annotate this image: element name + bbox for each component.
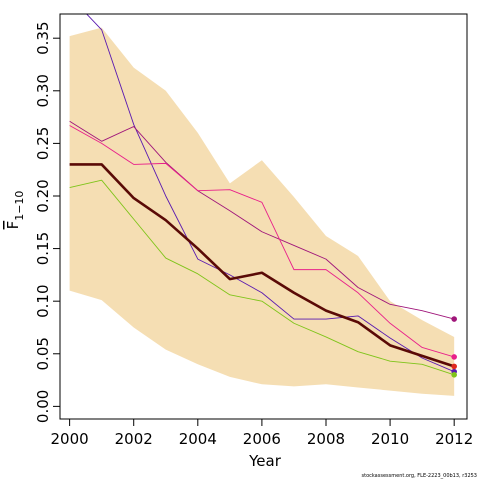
- x-tick-label: 2002: [115, 430, 153, 448]
- y-tick-label: 0.00: [34, 390, 52, 423]
- x-axis-title: Year: [248, 452, 282, 470]
- series-end-point-4: [451, 372, 457, 378]
- y-tick-label: 0.25: [34, 127, 52, 160]
- y-tick-label: 0.10: [34, 284, 52, 317]
- x-tick-label: 2004: [179, 430, 217, 448]
- series-line-5: [69, 163, 455, 368]
- confidence-band: [69, 27, 455, 396]
- y-tick-label: 0.15: [34, 232, 52, 265]
- y-tick-label: 0.05: [34, 337, 52, 370]
- x-tick-label: 2012: [435, 430, 473, 448]
- series-line-1: [86, 14, 455, 373]
- series-end-point-2: [451, 316, 457, 322]
- confidence-band-layer: [69, 27, 455, 396]
- y-tick-label: 0.20: [34, 179, 52, 212]
- series-line-4: [69, 179, 455, 376]
- y-axis-title: F1−10: [4, 191, 26, 230]
- end-marker-layer: [451, 316, 457, 378]
- x-tick-label: 2000: [51, 430, 89, 448]
- y-axis-title-main: F: [4, 221, 22, 230]
- svg-text:F1−10: F1−10: [4, 191, 26, 230]
- y-axis-title-subscript: 1−10: [13, 191, 26, 221]
- series-line-2: [69, 120, 455, 320]
- x-tick-label: 2006: [243, 430, 281, 448]
- series-end-point-5: [451, 363, 457, 370]
- series-line-3: [69, 125, 455, 358]
- plot-frame: [59, 13, 468, 420]
- x-tick-label: 2008: [307, 430, 345, 448]
- y-tick-label: 0.30: [34, 74, 52, 107]
- x-axis: 2000 2002 2004 2006 2008 2010 2012: [51, 419, 473, 448]
- y-axis: 0.00 0.05 0.10 0.15 0.20 0.25 0.30 0.35: [34, 21, 60, 423]
- footnote: stockassessment.org, FLE-2223_00b13, r32…: [362, 473, 478, 479]
- series-end-point-3: [451, 354, 457, 360]
- series-layer: [69, 14, 455, 376]
- y-tick-label: 0.35: [34, 21, 52, 54]
- x-tick-label: 2010: [371, 430, 409, 448]
